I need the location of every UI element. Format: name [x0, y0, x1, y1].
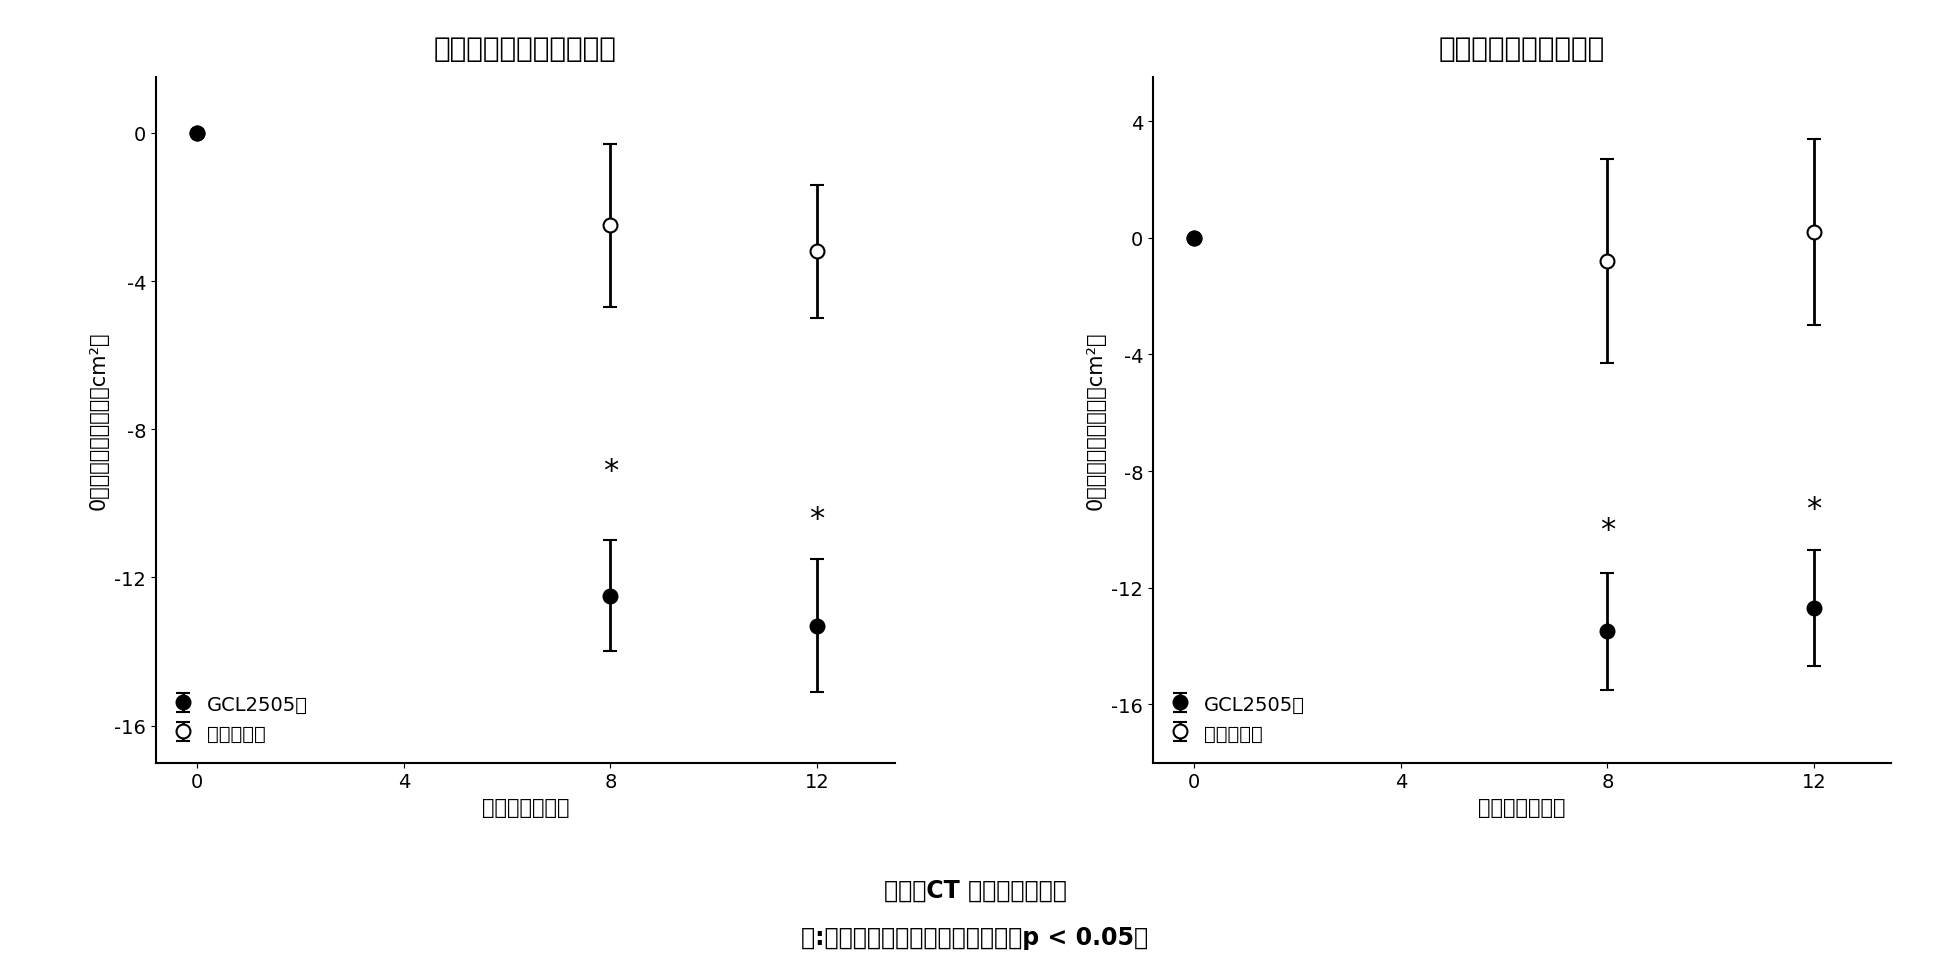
Y-axis label: 0週目からの変化量（cm²）: 0週目からの変化量（cm²）	[90, 332, 109, 510]
Text: *: *	[1599, 515, 1615, 545]
Title: 腹部総脂肪面積の変化: 腹部総脂肪面積の変化	[1439, 35, 1605, 64]
Text: *: *	[809, 505, 825, 533]
X-axis label: 摂取期間（週）: 摂取期間（週）	[1478, 797, 1566, 817]
Text: ＊:群間で有意な差が認められた（p < 0.05）: ＊:群間で有意な差が認められた（p < 0.05）	[801, 925, 1149, 949]
Y-axis label: 0週目からの変化量（cm²）: 0週目からの変化量（cm²）	[1086, 332, 1106, 510]
Text: *: *	[1806, 495, 1821, 524]
Title: 腹部内臓脂肪面積の変化: 腹部内臓脂肪面積の変化	[433, 35, 616, 64]
Text: *: *	[603, 457, 618, 485]
Legend: GCL2505群, プラセボ群: GCL2505群, プラセボ群	[1162, 686, 1314, 753]
Text: 図１．CT 検査結果の抜粋: 図１．CT 検査結果の抜粋	[883, 878, 1067, 902]
X-axis label: 摂取期間（週）: 摂取期間（週）	[482, 797, 569, 817]
Legend: GCL2505群, プラセボ群: GCL2505群, プラセボ群	[166, 686, 318, 753]
